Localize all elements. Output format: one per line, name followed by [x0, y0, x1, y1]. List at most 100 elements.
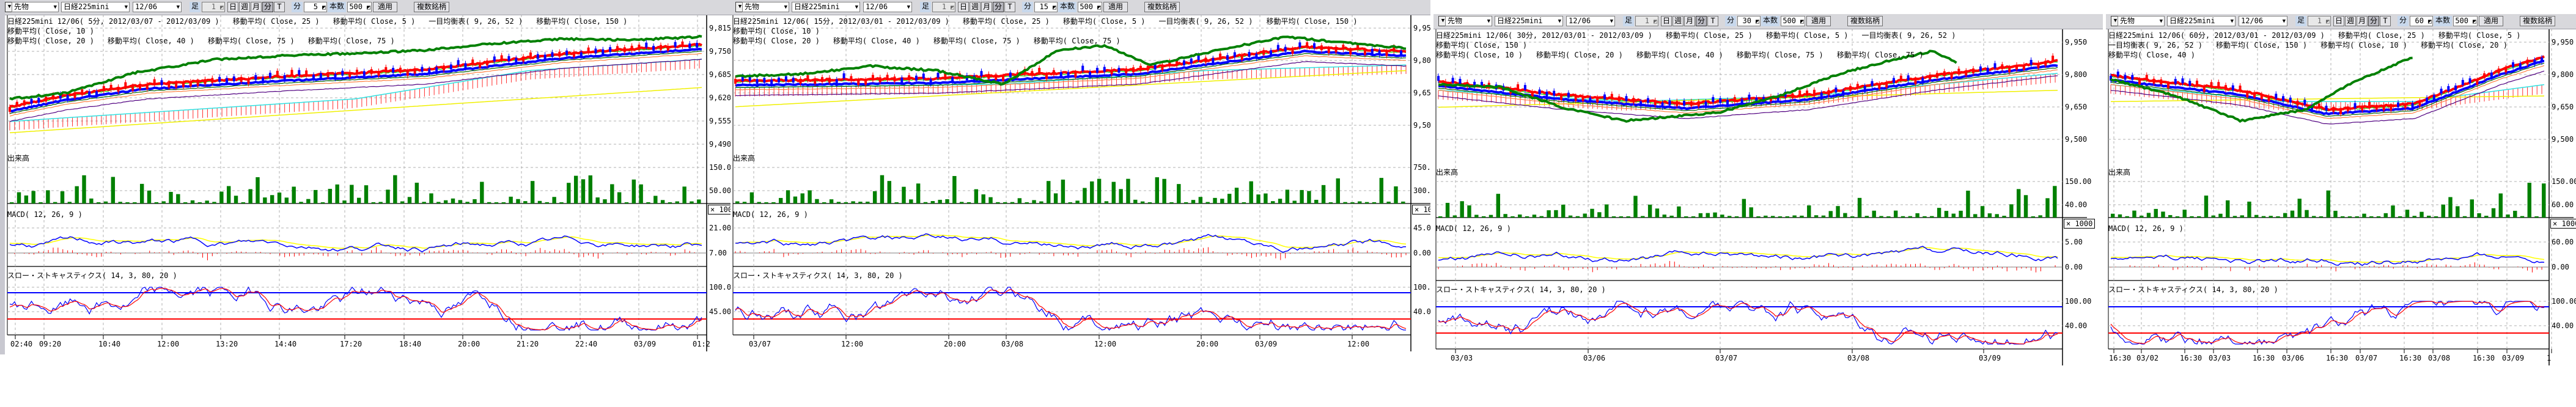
period-button-3[interactable]: 分: [2368, 16, 2379, 26]
candle-body: [1834, 87, 1838, 93]
multi-symbol-button[interactable]: 複数銘柄: [2520, 16, 2555, 26]
symbol-select[interactable]: 日経225mini ▼: [1495, 16, 1563, 26]
bar-total-stepper[interactable]: 500 ◩: [1781, 16, 1805, 26]
bar-count-stepper[interactable]: 1 ◩: [1635, 16, 1658, 26]
volume-multiplier-button[interactable]: × 1000: [2064, 219, 2096, 229]
apply-button[interactable]: 適用: [1806, 16, 1831, 26]
period-button-0[interactable]: 日: [1661, 16, 1672, 26]
period-button-2[interactable]: 月: [1684, 16, 1695, 26]
candle-body: [1914, 79, 1917, 84]
market-select[interactable]: 先物 ▼: [742, 2, 789, 12]
period-button-4[interactable]: T: [1707, 16, 1718, 26]
bar-total-stepper[interactable]: 500 ◩: [347, 2, 372, 12]
bar-count-stepper[interactable]: 1 ◩: [2308, 16, 2331, 26]
symbol-select[interactable]: 日経225mini ▼: [792, 2, 860, 12]
volume-bar: [742, 202, 747, 204]
apply-button[interactable]: 適用: [373, 2, 397, 12]
volume-bar: [1386, 201, 1391, 204]
period-button-4[interactable]: T: [274, 2, 285, 12]
candle-body: [536, 54, 539, 59]
symbol-select[interactable]: 日経225mini ▼: [2167, 16, 2236, 26]
period-button-4[interactable]: T: [2380, 16, 2391, 26]
bar-count-stepper[interactable]: 1 ◩: [202, 2, 225, 12]
period-button-1[interactable]: 週: [239, 2, 250, 12]
chart-panel-2: ▼ 先物 ▼ 日経225mini ▼ 12/06 ▼ 足 1 ◩ 日週月分 T 分 15 ◩ 本…: [730, 0, 1430, 354]
chart-canvas[interactable]: [2106, 14, 2576, 369]
candle-body: [1313, 43, 1316, 48]
candle-body: [117, 86, 120, 92]
period-button-3[interactable]: 分: [1696, 16, 1707, 26]
bar-total-stepper[interactable]: 500 ◩: [2453, 16, 2478, 26]
minute-interval-stepper[interactable]: 30 ◩: [1737, 16, 1761, 26]
volume-axis-label: 150.00: [2552, 177, 2576, 186]
period-button-3[interactable]: 分: [993, 2, 1004, 12]
stoch-d-line: [735, 288, 1407, 329]
contract-month-select[interactable]: 12/06 ▼: [133, 2, 182, 12]
chart-canvas[interactable]: [1433, 14, 2103, 369]
period-button-4[interactable]: T: [1004, 2, 1015, 12]
symbol-select[interactable]: 日経225mini ▼: [61, 2, 130, 12]
volume-bar: [1017, 198, 1022, 204]
minute-interval-stepper[interactable]: 15 ◩: [1034, 2, 1058, 12]
volume-multiplier-button[interactable]: × 100: [708, 205, 732, 215]
multi-symbol-button[interactable]: 複数銘柄: [414, 2, 449, 12]
volume-bar: [1307, 191, 1311, 204]
contract-month-select[interactable]: 12/06 ▼: [1566, 16, 1615, 26]
period-button-1[interactable]: 週: [2345, 16, 2356, 26]
multi-symbol-button[interactable]: 複数銘柄: [1847, 16, 1883, 26]
candle-body: [1081, 65, 1084, 71]
volume-multiplier-button[interactable]: × 1000: [2550, 219, 2576, 229]
macd-label: MACD( 12, 26, 9 ): [7, 210, 83, 219]
market-select[interactable]: 先物 ▼: [2118, 16, 2165, 26]
period-button-0[interactable]: 日: [227, 2, 238, 12]
macd-label: MACD( 12, 26, 9 ): [733, 210, 808, 219]
volume-bar: [1850, 216, 1855, 218]
volume-multiplier-button[interactable]: × 100: [1412, 205, 1430, 215]
volume-bar: [1720, 215, 1724, 218]
market-select[interactable]: 先物 ▼: [12, 2, 59, 12]
chart-canvas[interactable]: [5, 0, 732, 354]
minute-interval-stepper[interactable]: 5 ◩: [304, 2, 327, 12]
candle-body: [1161, 65, 1164, 71]
period-button-2[interactable]: 月: [251, 2, 262, 12]
apply-button[interactable]: 適用: [2479, 16, 2503, 26]
volume-bar: [1205, 202, 1210, 204]
volume-bar: [1987, 213, 1992, 218]
ma-25-line: [2110, 59, 2545, 116]
volume-bar: [610, 184, 614, 204]
contract-month-select[interactable]: 12/06 ▼: [2239, 16, 2287, 26]
volume-bar: [1111, 182, 1116, 204]
period-button-1[interactable]: 週: [970, 2, 981, 12]
minute-label: 分: [1022, 2, 1033, 12]
minute-label: 分: [1725, 16, 1736, 26]
volume-bar: [1901, 216, 1905, 218]
count-label: 本数: [2434, 16, 2452, 26]
candle-body: [1567, 92, 1570, 98]
contract-month-select[interactable]: 12/06 ▼: [863, 2, 912, 12]
volume-bar: [1249, 181, 1253, 204]
apply-button[interactable]: 適用: [1103, 2, 1128, 12]
period-button-2[interactable]: 月: [2357, 16, 2368, 26]
volume-bar: [2427, 215, 2431, 218]
minute-interval-stepper[interactable]: 60 ◩: [2410, 16, 2433, 26]
period-button-0[interactable]: 日: [958, 2, 969, 12]
bar-total-stepper[interactable]: 500 ◩: [1078, 2, 1102, 12]
period-button-2[interactable]: 月: [981, 2, 992, 12]
period-button-1[interactable]: 週: [1673, 16, 1684, 26]
period-button-3[interactable]: 分: [262, 2, 273, 12]
period-button-0[interactable]: 日: [2333, 16, 2344, 26]
candle-body: [81, 89, 84, 95]
candle-body: [1219, 53, 1222, 59]
market-select[interactable]: 先物 ▼: [1445, 16, 1492, 26]
bar-count-stepper[interactable]: 1 ◩: [932, 2, 955, 12]
candle-body: [2246, 92, 2249, 98]
time-axis-label: 03/08: [2428, 354, 2451, 362]
volume-bar: [2448, 197, 2453, 218]
chart-canvas[interactable]: [730, 0, 1430, 354]
candle-body: [1240, 55, 1243, 61]
volume-bar: [1814, 215, 1819, 218]
symbol-value: 日経225mini: [794, 2, 840, 11]
chevron-down-icon: ▼: [907, 4, 910, 10]
multi-symbol-button[interactable]: 複数銘柄: [1144, 2, 1180, 12]
volume-bar: [1828, 211, 1833, 218]
